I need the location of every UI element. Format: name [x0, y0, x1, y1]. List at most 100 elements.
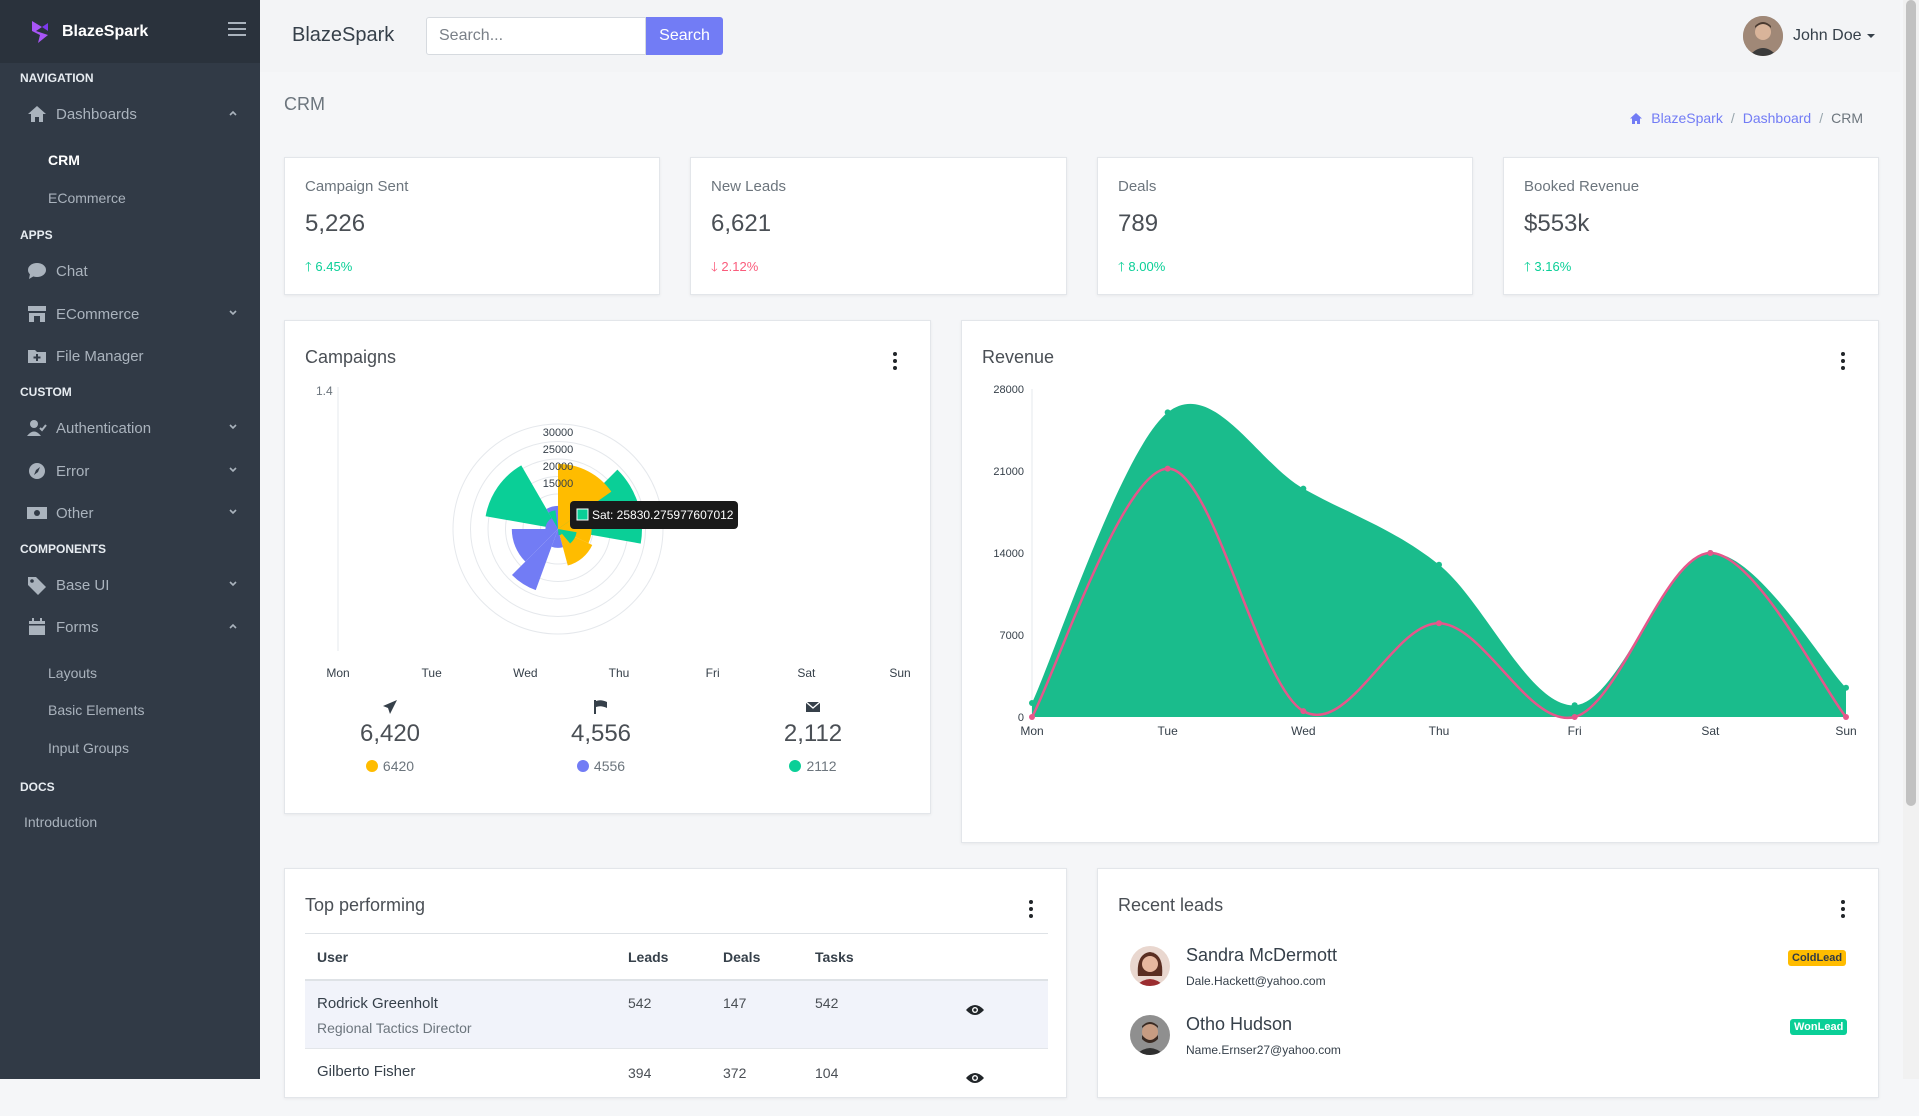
x-tick-label: Wed — [1291, 724, 1315, 738]
legend-dot — [789, 760, 802, 772]
user-name: John Doe — [1793, 27, 1862, 44]
revenue-point[interactable] — [1843, 684, 1849, 691]
stat-change: 🡑 8.00% — [1118, 258, 1165, 280]
legend-value: 4,556 — [570, 720, 632, 747]
card-title: Recent leads — [1118, 895, 1224, 915]
table-row: Rodrick Greenholt Regional Tactics Direc… — [305, 980, 1048, 1048]
legend-label: 6420 — [382, 758, 415, 774]
breadcrumb-separator: / — [1730, 110, 1735, 126]
revenue-point[interactable] — [1300, 485, 1307, 492]
revenue-point[interactable] — [1029, 699, 1035, 706]
sidebar-item-base-ui[interactable]: Base UI — [0, 565, 260, 605]
revenue-point[interactable] — [1571, 702, 1578, 709]
polar-wedge[interactable] — [558, 529, 577, 544]
sidebar-item-ecommerce[interactable]: ECommerce — [0, 294, 260, 334]
polar-wedge[interactable] — [558, 529, 563, 536]
lead-name: Sandra McDermott — [1186, 945, 1338, 965]
x-tick-label: Thu — [1429, 724, 1450, 738]
sidebar-item-dashboards[interactable]: Dashboards — [0, 94, 260, 134]
expenses-point[interactable] — [1707, 550, 1714, 556]
expenses-point[interactable] — [1029, 714, 1035, 720]
page-title: CRM — [284, 94, 325, 114]
y-tick-label: 0 — [321, 650, 328, 651]
stat-change: 🡓 2.12% — [711, 258, 758, 280]
sidebar-subitem-layouts[interactable]: Layouts — [48, 665, 98, 681]
expenses-point[interactable] — [1300, 708, 1307, 715]
sidebar-item-other[interactable]: Other — [0, 493, 260, 533]
expenses-point[interactable] — [1571, 714, 1578, 720]
x-tick-label: Sat — [1701, 724, 1720, 738]
eye-icon[interactable] — [965, 1003, 985, 1017]
brand[interactable]: BlazeSpark — [0, 0, 260, 63]
sidebar-item-label: Base UI — [56, 576, 110, 594]
legend-item: 6,420 6420 — [330, 699, 450, 774]
sidebar-item-introduction[interactable]: Introduction — [24, 814, 98, 830]
x-tick-label: Sat — [797, 666, 816, 680]
sidebar-subitem-ecommerce[interactable]: ECommerce — [48, 190, 126, 206]
user-menu[interactable]: John Doe — [1743, 16, 1876, 56]
more-vertical-icon[interactable] — [1841, 900, 1847, 918]
breadcrumb-item-dashboard[interactable]: Dashboard — [1742, 110, 1812, 126]
polar-wedge[interactable] — [551, 529, 563, 548]
eye-icon[interactable] — [965, 1071, 985, 1085]
radial-tick-label: 25000 — [543, 444, 574, 456]
chevron-down-icon — [229, 424, 237, 430]
polar-wedge[interactable] — [511, 529, 558, 562]
campaigns-polar-chart: 1.4 0 30000 25000 20000 15000 Sat: 25830.27… — [316, 384, 738, 651]
sidebar-item-file-manager[interactable]: File Manager — [0, 336, 260, 376]
expenses-point[interactable] — [1164, 465, 1171, 472]
arrow-up-icon: 🡑 — [305, 259, 312, 274]
brand-name: BlazeSpark — [62, 22, 149, 40]
sidebar-item-label: Chat — [56, 262, 88, 280]
expenses-point[interactable] — [1843, 714, 1849, 720]
polar-wedge[interactable] — [485, 465, 558, 529]
x-tick-label: Sun — [1835, 724, 1856, 738]
more-vertical-icon[interactable] — [893, 352, 899, 370]
sidebar-subitem-basic-elements[interactable]: Basic Elements — [48, 702, 145, 718]
menu-toggle-icon[interactable] — [228, 22, 246, 38]
arrow-down-icon: 🡓 — [711, 259, 718, 274]
x-tick-label: Wed — [513, 666, 538, 680]
lead-name: Otho Hudson — [1186, 1014, 1293, 1034]
sidebar-subitem-crm[interactable]: CRM — [48, 152, 80, 168]
chevron-down-icon — [229, 509, 237, 515]
sidebar-subitem-input-groups[interactable]: Input Groups — [48, 740, 129, 756]
avatar-image — [1130, 1015, 1170, 1055]
section-docs: DOCS — [20, 780, 55, 794]
column-header: User — [317, 948, 349, 965]
expenses-point[interactable] — [1436, 620, 1442, 627]
user-name: Rodrick Greenholt — [317, 995, 438, 1012]
revenue-point[interactable] — [1164, 409, 1171, 416]
sidebar-item-forms[interactable]: Forms — [0, 607, 260, 647]
column-header: Deals — [723, 948, 761, 965]
chevron-up-icon — [229, 110, 237, 116]
breadcrumb-item-current: CRM — [1831, 110, 1863, 126]
sidebar-item-chat[interactable]: Chat — [0, 251, 260, 291]
revenue-card: Revenue 0 7000 14000 21000 28000 Mon Tue Wed Thu… — [961, 320, 1879, 843]
search-input[interactable]: Search... — [426, 17, 646, 55]
sidebar-item-authentication[interactable]: Authentication — [0, 408, 260, 448]
polar-wedge[interactable] — [548, 510, 558, 529]
stat-card-campaign-sent: Campaign Sent 5,226 🡑 6.45% — [284, 157, 660, 295]
polar-wedge[interactable] — [511, 529, 558, 591]
caret-down-icon — [1866, 34, 1875, 38]
campaigns-card: Campaigns 1.4 0 30000 25000 20000 15000 Sat… — [284, 320, 931, 814]
scrollbar-thumb[interactable] — [1906, 0, 1916, 806]
sidebar-item-error[interactable]: Error — [0, 451, 260, 491]
page-scrollbar[interactable] — [1903, 0, 1919, 1079]
sidebar-item-label: ECommerce — [56, 305, 140, 323]
legend-label: 2112 — [806, 758, 837, 774]
column-header: Leads — [628, 948, 669, 965]
revenue-point[interactable] — [1436, 561, 1442, 568]
breadcrumb-item-home[interactable]: BlazeSpark — [1651, 110, 1723, 126]
deals-cell: 372 — [723, 1064, 747, 1081]
search-button[interactable]: Search — [646, 17, 723, 55]
legend-item: 2,112 2112 — [753, 699, 873, 774]
top-performing-card: Top performing User Leads Deals Tasks Ro… — [284, 868, 1067, 1098]
folder-plus-icon — [28, 350, 46, 363]
polar-wedge[interactable] — [545, 518, 558, 529]
more-vertical-icon[interactable] — [1841, 352, 1847, 370]
x-tick-label: Thu — [608, 666, 630, 680]
chevron-down-icon — [229, 310, 237, 316]
more-vertical-icon[interactable] — [1029, 900, 1035, 918]
